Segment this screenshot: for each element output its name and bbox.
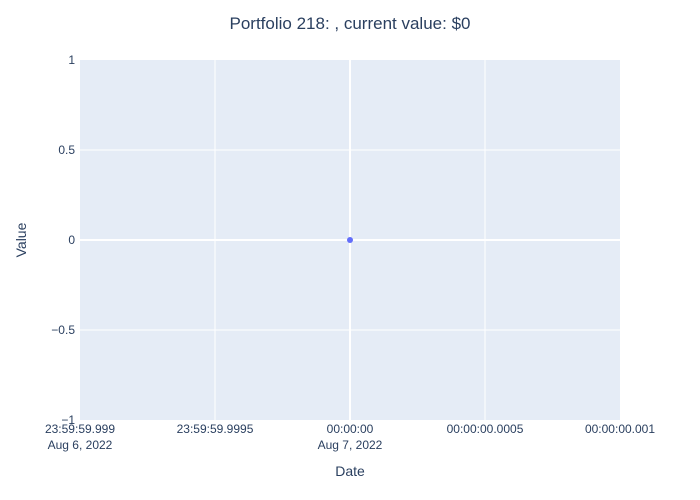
- y-axis-title: Value: [13, 222, 29, 257]
- y-tick-label: 1: [68, 53, 75, 67]
- x-tick-label: 00:00:00.001: [585, 422, 655, 436]
- x-tick-label-line: 23:59:59.999: [45, 422, 115, 436]
- y-tick-label: −1: [61, 413, 75, 427]
- x-tick-label-line: 23:59:59.9995: [177, 422, 254, 436]
- x-axis-tick-labels: 23:59:59.999 Aug 6, 2022 23:59:59.9995 00:0…: [45, 422, 655, 452]
- x-tick-label-line: Aug 7, 2022: [318, 438, 383, 452]
- x-tick-label-line: 00:00:00: [327, 422, 374, 436]
- x-tick-label: 00:00:00 Aug 7, 2022: [318, 422, 383, 452]
- x-tick-label-line: Aug 6, 2022: [48, 438, 113, 452]
- y-tick-label: 0.5: [58, 143, 75, 157]
- x-tick-label-line: 00:00:00.0005: [447, 422, 524, 436]
- x-axis-title: Date: [335, 463, 365, 479]
- chart-title: Portfolio 218: , current value: $0: [230, 14, 471, 33]
- x-tick-label: 23:59:59.999 Aug 6, 2022: [45, 422, 115, 452]
- y-tick-label: 0: [68, 233, 75, 247]
- x-tick-label: 00:00:00.0005: [447, 422, 524, 436]
- data-point: [347, 237, 353, 243]
- x-tick-label-line: 00:00:00.001: [585, 422, 655, 436]
- x-tick-label: 23:59:59.9995: [177, 422, 254, 436]
- y-axis-tick-labels: 1 0.5 0 −0.5 −1: [51, 53, 75, 427]
- y-tick-label: −0.5: [51, 323, 75, 337]
- data-points: [347, 237, 353, 243]
